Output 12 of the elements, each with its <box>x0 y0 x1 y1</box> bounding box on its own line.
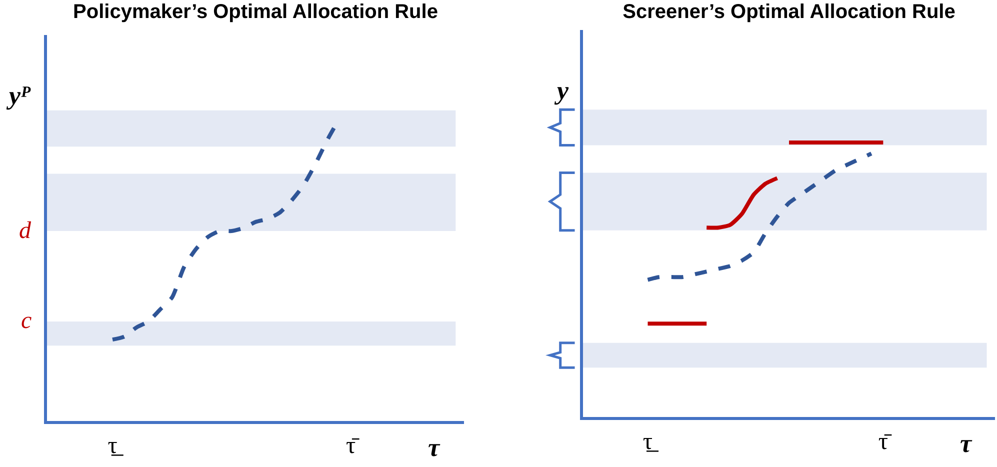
chart-title: Policymaker’s Optimal Allocation Rule <box>73 1 438 23</box>
x-tick-label: τ̄ <box>878 428 892 455</box>
x-tick-label: τ̄ <box>346 432 360 459</box>
y-axis-title: y <box>554 76 569 105</box>
chart-title: Screener’s Optimal Allocation Rule <box>622 1 956 23</box>
band-label: d <box>19 218 32 244</box>
y-axis-title: yᴾ <box>6 81 32 110</box>
x-tick-label: τ̲ <box>108 432 124 459</box>
x-axis-title: τ <box>428 433 441 462</box>
x-tick-label: τ̲ <box>642 428 660 455</box>
x-axis-title: τ <box>960 429 973 458</box>
band-label: c <box>21 308 32 334</box>
